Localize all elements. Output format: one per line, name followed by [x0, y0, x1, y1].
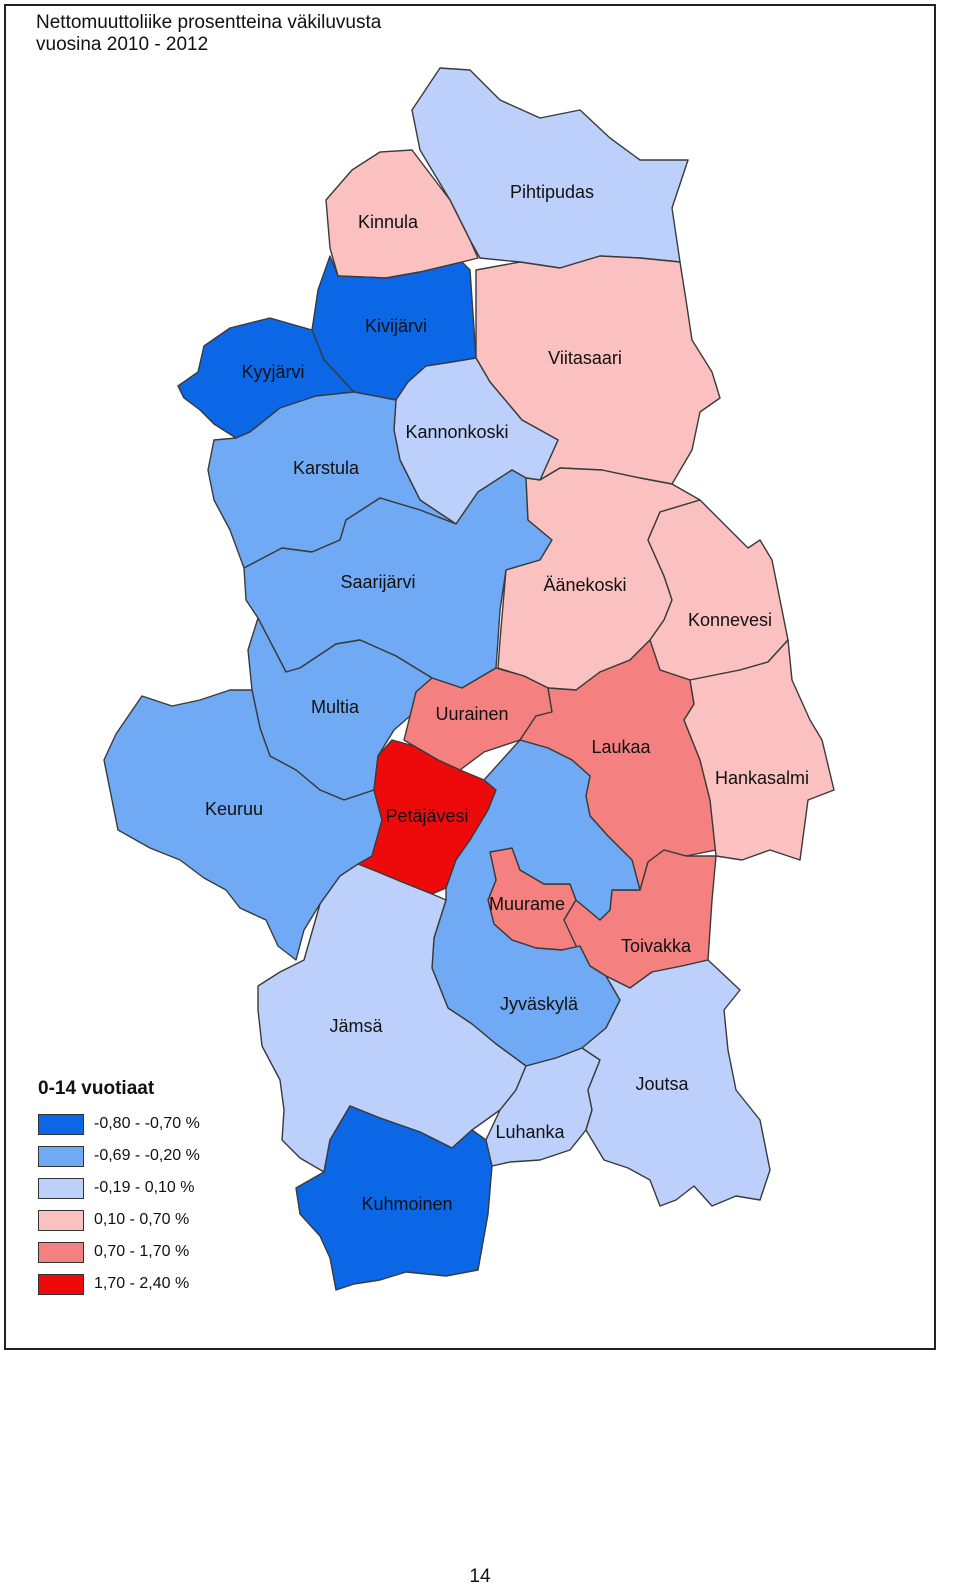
legend: 0-14 vuotiaat -0,80 - -0,70 % -0,69 - -0…: [38, 1078, 200, 1300]
map-title-line-2: vuosina 2010 - 2012: [36, 34, 209, 55]
legend-swatch: [38, 1273, 84, 1295]
label-kyyjarvi: Kyyjärvi: [241, 362, 304, 382]
legend-label: -0,80 - -0,70 %: [94, 1115, 200, 1132]
legend-item: -0,69 - -0,20 %: [38, 1140, 200, 1172]
legend-swatch: [38, 1241, 84, 1263]
label-saarijarvi: Saarijärvi: [340, 572, 415, 592]
legend-item: 0,10 - 0,70 %: [38, 1204, 200, 1236]
legend-label: 0,70 - 1,70 %: [94, 1243, 190, 1260]
label-viitasaari: Viitasaari: [548, 348, 622, 368]
legend-swatch: [38, 1209, 84, 1231]
region-joutsa[interactable]: [581, 959, 771, 1207]
region-kyyjarvi[interactable]: [177, 317, 355, 439]
legend-item: 1,70 - 2,40 %: [38, 1268, 200, 1300]
map-title-line-1: Nettomuuttoliike prosentteina väkiluvust…: [36, 12, 382, 33]
region-uurainen[interactable]: [403, 667, 553, 771]
legend-title: 0-14 vuotiaat: [38, 1078, 155, 1099]
label-petajavesi: Petäjävesi: [385, 806, 468, 826]
legend-swatch: [38, 1145, 84, 1167]
label-multia: Multia: [311, 697, 360, 717]
label-jyvaskyla: Jyväskylä: [500, 994, 579, 1014]
label-kivijarvi: Kivijärvi: [365, 316, 427, 336]
label-laukaa: Laukaa: [591, 737, 651, 757]
page-number: 14: [469, 1566, 491, 1587]
label-jamsa: Jämsä: [329, 1016, 383, 1036]
region-kuhmoinen[interactable]: [295, 1105, 493, 1291]
label-toivakka: Toivakka: [621, 936, 692, 956]
label-aanekoski: Äänekoski: [543, 575, 626, 595]
label-kuhmoinen: Kuhmoinen: [361, 1194, 452, 1214]
label-luhanka: Luhanka: [495, 1122, 565, 1142]
legend-label: -0,19 - 0,10 %: [94, 1179, 195, 1196]
legend-item: 0,70 - 1,70 %: [38, 1236, 200, 1268]
legend-label: 1,70 - 2,40 %: [94, 1275, 190, 1292]
label-muurame: Muurame: [489, 894, 565, 914]
label-joutsa: Joutsa: [635, 1074, 689, 1094]
legend-item: -0,80 - -0,70 %: [38, 1108, 200, 1140]
label-kinnula: Kinnula: [358, 212, 419, 232]
legend-label: -0,69 - -0,20 %: [94, 1147, 200, 1164]
label-hankasalmi: Hankasalmi: [715, 768, 809, 788]
label-keuruu: Keuruu: [205, 799, 263, 819]
region-konnevesi[interactable]: [647, 499, 789, 681]
region-hankasalmi[interactable]: [683, 639, 835, 861]
label-kannonkoski: Kannonkoski: [405, 422, 508, 442]
map-title: Nettomuuttoliike prosentteina väkiluvust…: [36, 12, 381, 56]
label-pihtipudas: Pihtipudas: [510, 182, 594, 202]
legend-swatch: [38, 1177, 84, 1199]
label-karstula: Karstula: [293, 458, 360, 478]
label-uurainen: Uurainen: [435, 704, 508, 724]
legend-swatch: [38, 1113, 84, 1135]
choropleth-map: Pihtipudas Kinnula Kivijärvi Kyyjärvi Vi…: [103, 67, 835, 1291]
legend-item: -0,19 - 0,10 %: [38, 1172, 200, 1204]
legend-label: 0,10 - 0,70 %: [94, 1211, 190, 1228]
label-konnevesi: Konnevesi: [688, 610, 772, 630]
